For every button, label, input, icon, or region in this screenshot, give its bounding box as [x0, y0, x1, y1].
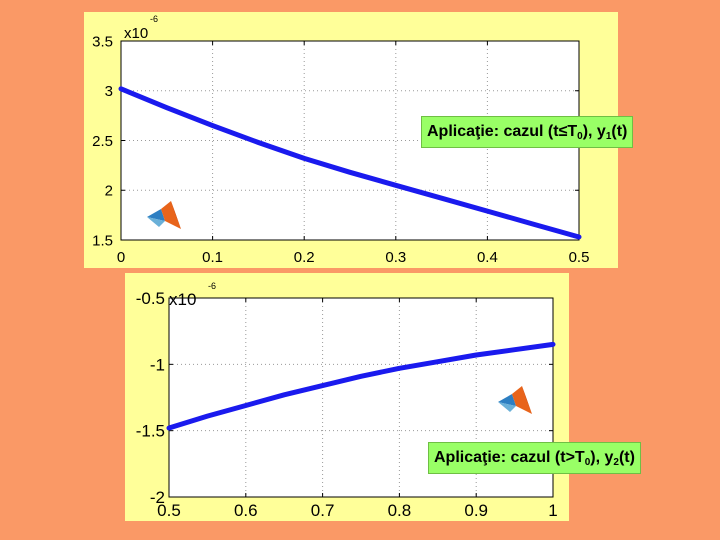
x-tick-label: 0.7: [311, 501, 335, 520]
scale-label: x10: [124, 25, 148, 42]
scale-exponent: -6: [208, 281, 216, 291]
y-tick-label: 3.5: [92, 33, 113, 50]
x-tick-label: 1: [548, 501, 557, 520]
series-line: [166, 341, 556, 431]
x-tick-label: 0.3: [385, 249, 406, 266]
x-tick-label: 0.4: [477, 249, 498, 266]
x-tick-label: 0: [117, 249, 125, 266]
y-tick-label: -1.5: [136, 422, 165, 441]
scale-exponent: -6: [150, 14, 158, 24]
x-tick-label: 0.5: [157, 501, 181, 520]
y-tick-label: 2: [105, 183, 113, 200]
matlab-logo-icon: [498, 386, 532, 414]
y-tick-label: -0.5: [136, 289, 165, 308]
x-tick-label: 0.8: [388, 501, 412, 520]
y-tick-label: 3: [105, 83, 113, 100]
x-tick-label: 0.2: [294, 249, 315, 266]
y-tick-label: -1: [150, 355, 165, 374]
top-plot-caption: Aplicaţie: cazul (t≤T0), y1(t): [421, 116, 634, 148]
matlab-logo-icon: [147, 201, 181, 229]
axes-box: [168, 297, 554, 498]
x-tick-label: 0.1: [202, 249, 223, 266]
x-tick-label: 0.9: [464, 501, 488, 520]
y-tick-label: 2.5: [92, 133, 113, 150]
x-tick-label: 0.5: [569, 249, 590, 266]
y-tick-label: 1.5: [92, 232, 113, 249]
x-tick-label: 0.6: [234, 501, 258, 520]
scale-label: x10: [169, 290, 196, 309]
y-tick-label: -2: [150, 488, 165, 507]
bottom-plot-caption: Aplicaţie: cazul (t>T0), y2(t): [428, 442, 641, 474]
series-line: [118, 86, 582, 240]
